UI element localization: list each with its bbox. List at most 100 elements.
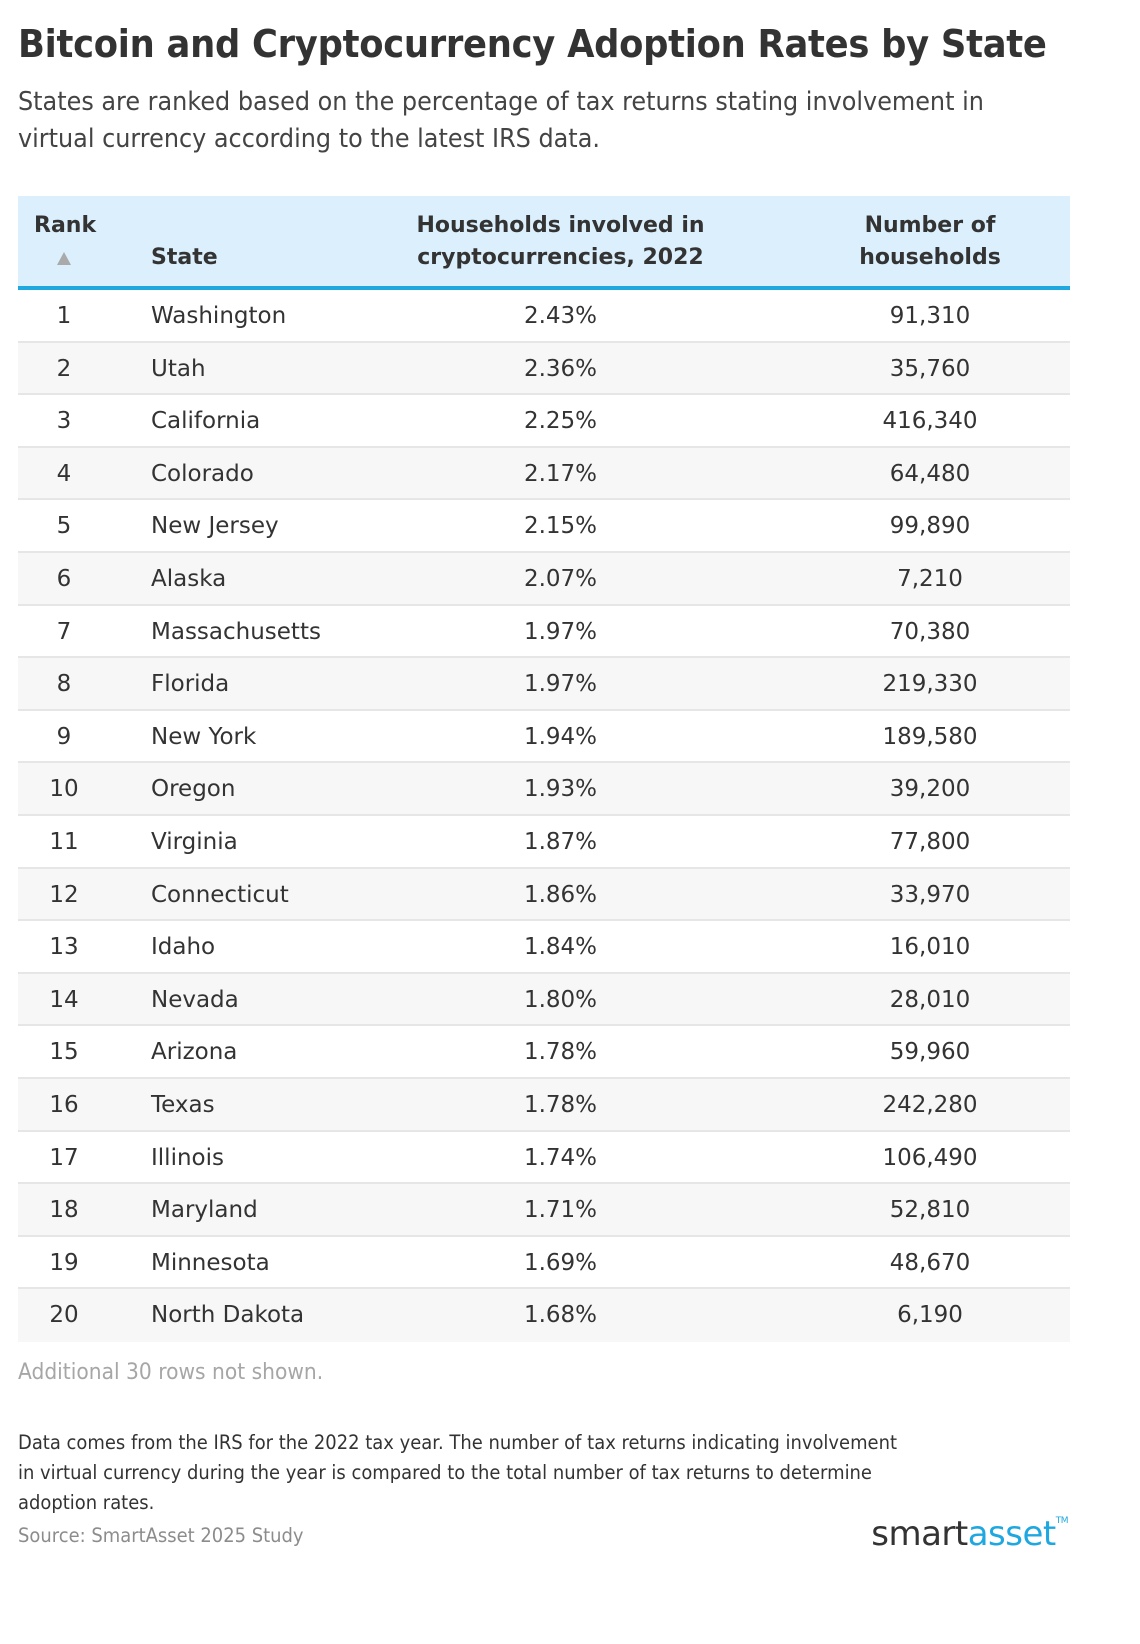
cell-state: Utah <box>151 355 206 382</box>
cell-number-households: 7,210 <box>897 565 963 592</box>
table-row: 18 Maryland 1.71% 52,810 <box>18 1184 1070 1237</box>
cell-state: Minnesota <box>151 1249 270 1276</box>
table-row: 5 New Jersey 2.15% 99,890 <box>18 500 1070 553</box>
cell-rank: 14 <box>49 986 79 1013</box>
column-header-number-households[interactable]: Number of households <box>800 210 1060 274</box>
table-row: 3 California 2.25% 416,340 <box>18 395 1070 448</box>
cell-state: Connecticut <box>151 881 289 908</box>
table-row: 2 Utah 2.36% 35,760 <box>18 342 1070 396</box>
cell-rank: 1 <box>56 303 72 329</box>
table-row: 14 Nevada 1.80% 28,010 <box>18 973 1070 1027</box>
column-header-households-pct[interactable]: Households involved in cryptocurrencies,… <box>398 210 723 274</box>
table-row: 13 Idaho 1.84% 16,010 <box>18 921 1070 974</box>
logo-asset: asset <box>967 1514 1057 1554</box>
cell-households-pct: 1.94% <box>523 723 598 750</box>
more-rows-note: Additional 30 rows not shown. <box>18 1360 324 1385</box>
cell-state: Arizona <box>151 1039 238 1066</box>
table-row: 11 Virginia 1.87% 77,800 <box>18 815 1070 869</box>
cell-number-households: 48,670 <box>889 1249 971 1276</box>
cell-number-households: 189,580 <box>882 723 978 750</box>
cell-number-households: 35,760 <box>889 355 971 382</box>
smartasset-logo: smartassetTM <box>871 1514 1068 1554</box>
cell-rank: 2 <box>56 355 72 382</box>
cell-rank: 18 <box>49 1197 79 1224</box>
cell-households-pct: 1.97% <box>523 671 598 698</box>
column-header-num-line1: Number of <box>864 213 996 238</box>
cell-rank: 8 <box>56 671 72 698</box>
cell-households-pct: 2.25% <box>523 408 598 435</box>
column-header-pct-line2: cryptocurrencies, 2022 <box>417 245 704 270</box>
cell-rank: 5 <box>56 513 72 540</box>
methodology-note: Data comes from the IRS for the 2022 tax… <box>18 1431 897 1514</box>
column-header-pct-line1: Households involved in <box>416 213 705 238</box>
cell-state: Massachusetts <box>151 618 321 645</box>
column-header-state[interactable]: State <box>151 245 218 270</box>
cell-state: Oregon <box>151 776 236 803</box>
cell-number-households: 52,810 <box>889 1197 971 1224</box>
cell-households-pct: 1.78% <box>523 1039 598 1066</box>
cell-number-households: 6,190 <box>897 1302 963 1329</box>
logo-trademark: TM <box>1055 1516 1069 1526</box>
cell-state: North Dakota <box>151 1302 305 1329</box>
cell-number-households: 106,490 <box>882 1144 978 1171</box>
cell-households-pct: 1.69% <box>523 1249 598 1276</box>
cell-number-households: 91,310 <box>889 303 971 329</box>
cell-rank: 7 <box>56 618 72 645</box>
logo-smart: smart <box>871 1514 968 1554</box>
cell-state: Maryland <box>151 1197 258 1224</box>
table-row: 20 North Dakota 1.68% 6,190 <box>18 1289 1070 1342</box>
table-body: 1 Washington 2.43% 91,310 2 Utah 2.36% 35,760 3 C… <box>18 290 1070 1342</box>
table-row: 15 Arizona 1.78% 59,960 <box>18 1026 1070 1079</box>
cell-state: New Jersey <box>151 513 279 540</box>
cell-households-pct: 1.78% <box>523 1091 598 1118</box>
cell-state: Washington <box>151 303 287 329</box>
cell-households-pct: 1.84% <box>523 934 598 961</box>
cell-households-pct: 1.93% <box>523 776 598 803</box>
cell-households-pct: 2.17% <box>523 460 598 487</box>
page-title: Bitcoin and Cryptocurrency Adoption Rate… <box>18 22 1047 66</box>
cell-number-households: 99,890 <box>889 513 971 540</box>
cell-rank: 17 <box>49 1144 79 1171</box>
cell-number-households: 242,280 <box>882 1091 978 1118</box>
cell-rank: 19 <box>49 1249 79 1276</box>
cell-number-households: 59,960 <box>889 1039 971 1066</box>
cell-number-households: 28,010 <box>889 986 971 1013</box>
table-row: 1 Washington 2.43% 91,310 <box>18 290 1070 343</box>
cell-number-households: 64,480 <box>889 460 971 487</box>
column-header-rank[interactable]: Rank <box>34 210 96 265</box>
cell-households-pct: 1.87% <box>523 828 598 855</box>
cell-rank: 3 <box>56 408 72 435</box>
table-row: 8 Florida 1.97% 219,330 <box>18 658 1070 711</box>
cell-rank: 16 <box>49 1091 79 1118</box>
ranking-table: Rank State Households involved in crypto… <box>18 196 1070 1342</box>
column-header-num-line2: households <box>859 245 1001 270</box>
cell-households-pct: 2.43% <box>523 303 598 329</box>
table-row: 17 Illinois 1.74% 106,490 <box>18 1131 1070 1185</box>
cell-state: Alaska <box>151 565 227 592</box>
cell-households-pct: 1.80% <box>523 986 598 1013</box>
cell-rank: 4 <box>56 460 72 487</box>
cell-number-households: 77,800 <box>889 828 971 855</box>
cell-households-pct: 1.86% <box>523 881 598 908</box>
page-subtitle: States are ranked based on the percentag… <box>18 87 984 154</box>
cell-rank: 9 <box>56 723 72 750</box>
cell-number-households: 416,340 <box>882 408 978 435</box>
cell-state: Florida <box>151 671 230 698</box>
table-row: 12 Connecticut 1.86% 33,970 <box>18 868 1070 922</box>
cell-rank: 15 <box>49 1039 79 1066</box>
cell-number-households: 39,200 <box>889 776 971 803</box>
cell-households-pct: 2.07% <box>523 565 598 592</box>
table-row: 6 Alaska 2.07% 7,210 <box>18 552 1070 606</box>
cell-rank: 13 <box>49 934 79 961</box>
cell-state: Idaho <box>151 934 216 961</box>
cell-number-households: 16,010 <box>889 934 971 961</box>
sort-ascending-icon <box>57 252 71 265</box>
table-row: 16 Texas 1.78% 242,280 <box>18 1078 1070 1132</box>
cell-state: Nevada <box>151 986 239 1013</box>
cell-households-pct: 1.74% <box>523 1144 598 1171</box>
cell-rank: 11 <box>49 828 79 855</box>
cell-state: Texas <box>151 1091 215 1118</box>
cell-state: Colorado <box>151 460 254 487</box>
cell-households-pct: 1.68% <box>523 1302 598 1329</box>
table-row: 19 Minnesota 1.69% 48,670 <box>18 1236 1070 1290</box>
